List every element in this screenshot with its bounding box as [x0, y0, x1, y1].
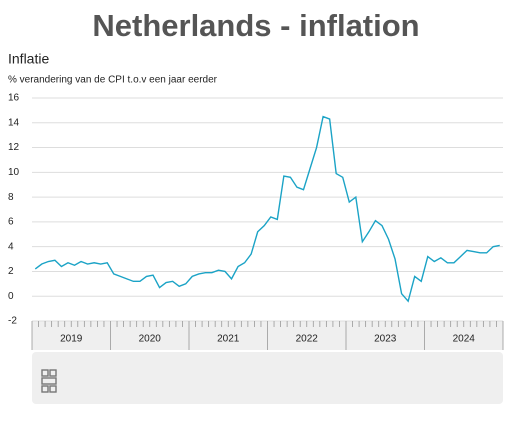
chart-subtitle: Inflatie — [8, 51, 49, 67]
y-tick-label: -2 — [8, 316, 17, 327]
y-tick-label: 0 — [8, 291, 14, 302]
x-tick-label: 2020 — [139, 334, 162, 345]
y-tick-label: 12 — [8, 142, 20, 153]
y-tick-label: 14 — [8, 117, 20, 128]
chart-title: Netherlands - inflation — [92, 8, 419, 43]
logo — [41, 369, 57, 393]
footer-box — [32, 352, 503, 404]
y-tick-label: 2 — [8, 266, 14, 277]
y-tick-label: 4 — [8, 241, 14, 252]
x-tick-label: 2019 — [60, 334, 83, 345]
y-tick-label: 6 — [8, 217, 14, 228]
line-series — [34, 115, 500, 303]
y-tick-label: 16 — [8, 93, 20, 104]
y-axis-label: % verandering van de CPI t.o.v een jaar … — [8, 75, 218, 86]
x-tick-label: 2021 — [217, 334, 240, 345]
x-tick-label: 2022 — [296, 334, 319, 345]
x-tick-label: 2024 — [453, 334, 476, 345]
x-tick-label: 2023 — [374, 334, 397, 345]
y-tick-label: 10 — [8, 167, 20, 178]
y-tick-label: 8 — [8, 192, 14, 203]
